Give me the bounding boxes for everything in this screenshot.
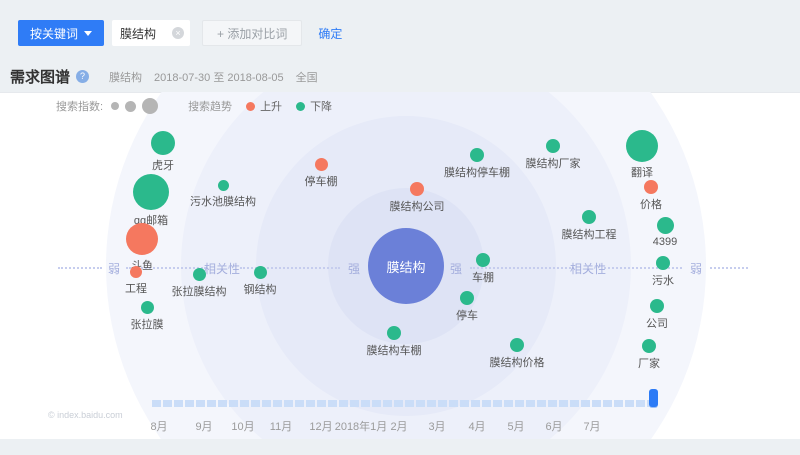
axis-word: 相关性 (569, 262, 607, 276)
clear-input-icon[interactable]: × (172, 27, 185, 39)
trend-up-dot-icon (246, 101, 256, 111)
axis-word: 强 (347, 262, 361, 276)
legend-down-label: 下降 (310, 101, 333, 113)
timeline-slider-handle[interactable] (649, 389, 658, 407)
timeline-month-label: 7月 (583, 421, 601, 433)
bubble-label: 膜结构工程 (561, 229, 617, 241)
bubble-label: 膜结构价格 (489, 357, 545, 369)
axis-dotted-segment (126, 267, 206, 269)
legend-size-dot-large (142, 98, 159, 114)
bubble-张拉膜结构[interactable] (192, 267, 206, 281)
bubble-4399[interactable] (656, 216, 674, 234)
bubble-膜结构车棚[interactable] (387, 326, 401, 340)
center-bubble[interactable]: 膜结构 (368, 228, 444, 304)
bubble-膜结构公司[interactable] (410, 182, 424, 196)
timeline-month-label: 4月 (468, 421, 486, 433)
confirm-button[interactable]: 确定 (318, 26, 343, 41)
header-keyword: 膜结构 (109, 71, 143, 84)
timeline-month-label: 12月 (309, 421, 333, 433)
bubble-虎牙[interactable] (151, 131, 175, 155)
legend-size-dot-medium (125, 100, 137, 112)
bubble-label: 膜结构厂家 (525, 158, 581, 170)
watermark: © index.baidu.com (48, 410, 123, 420)
bubble-label: 污水池膜结构 (190, 195, 256, 208)
bubble-label: 价格 (640, 199, 662, 211)
keyword-input[interactable]: 膜结构 × (112, 20, 191, 46)
legend-size-dot-small (111, 102, 120, 110)
legend-trend-label: 搜索趋势 (188, 101, 233, 113)
add-compare-button[interactable]: + 添加对比词 (202, 20, 303, 46)
bubble-膜结构停车棚[interactable] (470, 148, 484, 162)
timeline-month-label: 5月 (507, 421, 525, 433)
axis-dotted-segment (710, 267, 748, 269)
bubble-污水池膜结构[interactable] (217, 179, 229, 191)
header-region: 全国 (295, 71, 318, 84)
timeline-month-label: 11月 (269, 421, 293, 433)
axis-dotted-segment (604, 267, 682, 269)
bubble-label: 停车棚 (304, 175, 338, 188)
bubble-翻译[interactable] (626, 130, 658, 162)
timeline-month-label: 10月 (231, 421, 255, 433)
axis-word: 弱 (689, 262, 703, 276)
keyword-type-label: 按关键词 (30, 26, 79, 41)
timeline-month-label: 3月 (428, 421, 446, 433)
bubble-车棚[interactable] (476, 253, 490, 267)
bubble-label: 张拉膜结构 (171, 285, 227, 298)
axis-word: 相关性 (203, 262, 241, 276)
bubble-label: 公司 (646, 318, 668, 330)
bubble-价格[interactable] (644, 180, 658, 194)
header: 需求图谱 ? 膜结构 2018-07-30 至 2018-08-05 全国 (10, 66, 318, 87)
keyword-input-value: 膜结构 (120, 26, 157, 41)
timeline-track[interactable] (152, 400, 650, 407)
center-bubble-label: 膜结构 (386, 259, 426, 275)
timeline-month-label: 6月 (545, 421, 563, 433)
timeline-month-label: 8月 (150, 421, 168, 433)
bubble-label: 钢结构 (243, 283, 277, 296)
bubble-label: 膜结构公司 (389, 201, 445, 213)
bubble-斗鱼[interactable] (126, 223, 158, 255)
bubble-公司[interactable] (650, 299, 664, 313)
legend-index-label: 搜索指数: (56, 101, 104, 113)
bubble-label: 膜结构停车棚 (444, 167, 510, 179)
axis-dotted-segment (240, 267, 340, 269)
help-icon[interactable]: ? (76, 70, 90, 83)
bubble-钢结构[interactable] (253, 265, 267, 279)
bubble-label: 虎牙 (152, 160, 174, 172)
bubble-张拉膜[interactable] (140, 300, 154, 314)
timeline-month-label: 2月 (390, 421, 408, 433)
bubble-膜结构价格[interactable] (510, 338, 524, 352)
bubble-膜结构厂家[interactable] (546, 139, 560, 153)
bubble-膜结构工程[interactable] (582, 210, 596, 224)
header-date-range: 2018-07-30 至 2018-08-05 (154, 71, 284, 84)
axis-word: 弱 (107, 262, 121, 276)
bubble-label: 膜结构车棚 (366, 345, 422, 357)
bubble-label: 停车 (456, 310, 478, 322)
timeline-month-label: 9月 (195, 421, 213, 433)
bubble-停车[interactable] (460, 291, 474, 305)
axis-word: 强 (449, 262, 463, 276)
keyword-type-button[interactable]: 按关键词 (18, 20, 105, 46)
legend: 搜索指数: 搜索趋势 上升 下降 (56, 98, 332, 114)
bubble-label: 4399 (652, 235, 678, 248)
bubble-厂家[interactable] (642, 339, 656, 353)
legend-up-label: 上升 (260, 101, 283, 113)
page-title: 需求图谱 (10, 69, 71, 86)
bubble-停车棚[interactable] (314, 157, 328, 171)
timeline-month-label: 2018年1月 (334, 421, 388, 433)
axis-dotted-segment (470, 267, 574, 269)
bubble-label: 车棚 (472, 272, 494, 284)
bubble-污水[interactable] (656, 256, 670, 270)
bubble-qq邮箱[interactable] (133, 174, 169, 210)
bubble-label: 翻译 (631, 167, 653, 179)
bubble-label: 工程 (125, 283, 147, 295)
bubble-工程[interactable] (130, 266, 142, 278)
axis-dotted-segment (58, 267, 102, 269)
bubble-label: 张拉膜 (130, 318, 164, 331)
bubble-label: 厂家 (638, 358, 660, 370)
chevron-down-icon (84, 30, 93, 36)
toolbar: 按关键词 膜结构 × + 添加对比词 确定 (18, 20, 342, 46)
trend-down-dot-icon (296, 101, 306, 111)
bubble-label: 污水 (652, 275, 674, 287)
